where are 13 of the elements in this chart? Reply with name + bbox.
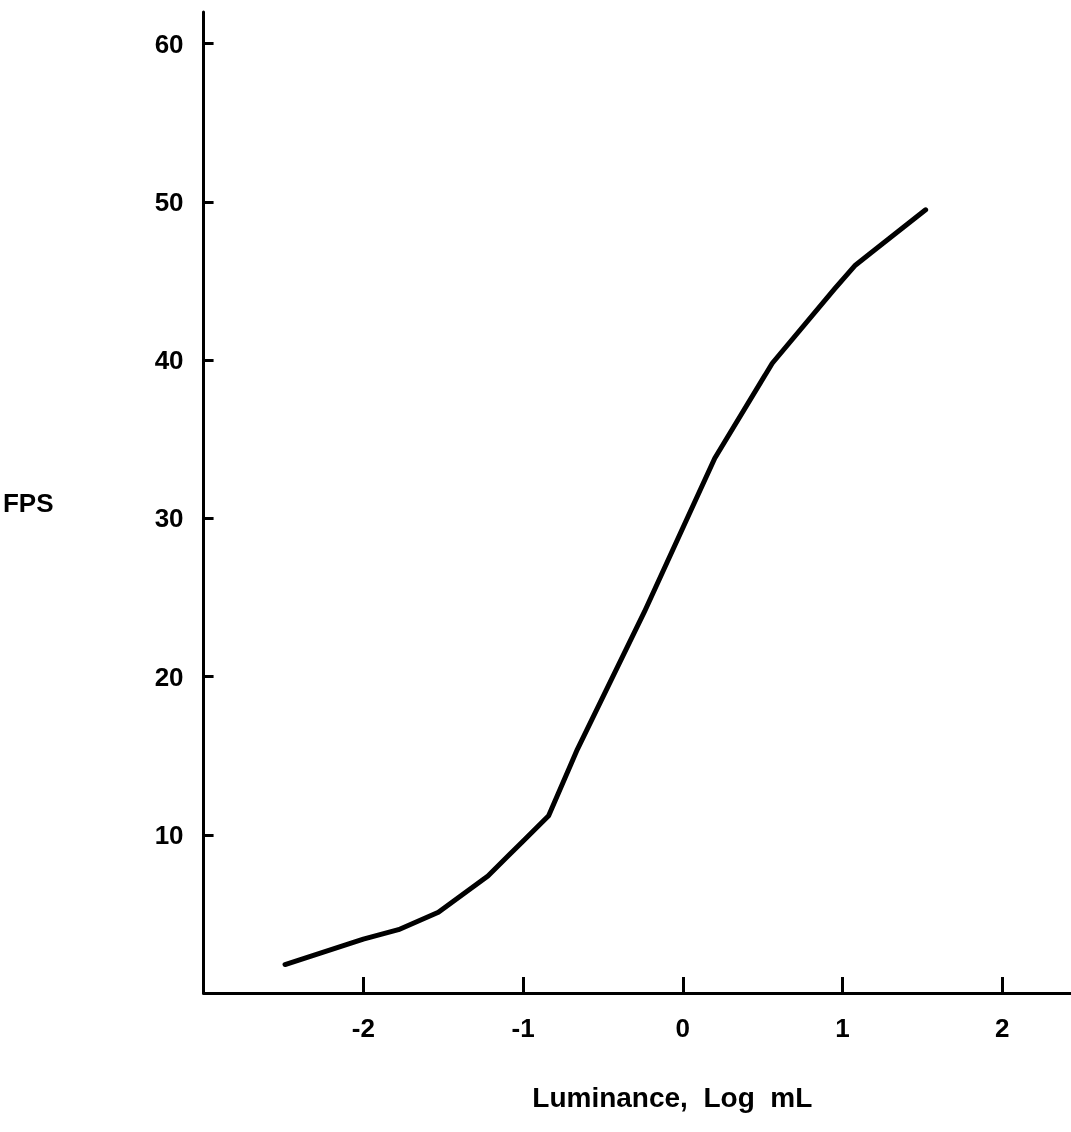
- x-tick-label: 2: [995, 1013, 1010, 1043]
- y-tick-label: 30: [154, 503, 184, 534]
- x-tick-label: 1: [835, 1013, 850, 1043]
- x-tick-label: -1: [511, 1013, 535, 1043]
- y-tick-label: 20: [154, 661, 184, 692]
- y-axis-title: FPS: [2, 487, 54, 518]
- y-tick-label: 40: [154, 345, 184, 376]
- y-tick-label: 60: [154, 28, 184, 59]
- x-tick-label: 0: [675, 1013, 691, 1043]
- y-tick-label: 10: [154, 819, 184, 850]
- y-tick-label: 50: [154, 186, 184, 217]
- x-tick-label: -2: [351, 1013, 375, 1043]
- x-axis-title: Luminance, Log mL: [532, 1081, 813, 1113]
